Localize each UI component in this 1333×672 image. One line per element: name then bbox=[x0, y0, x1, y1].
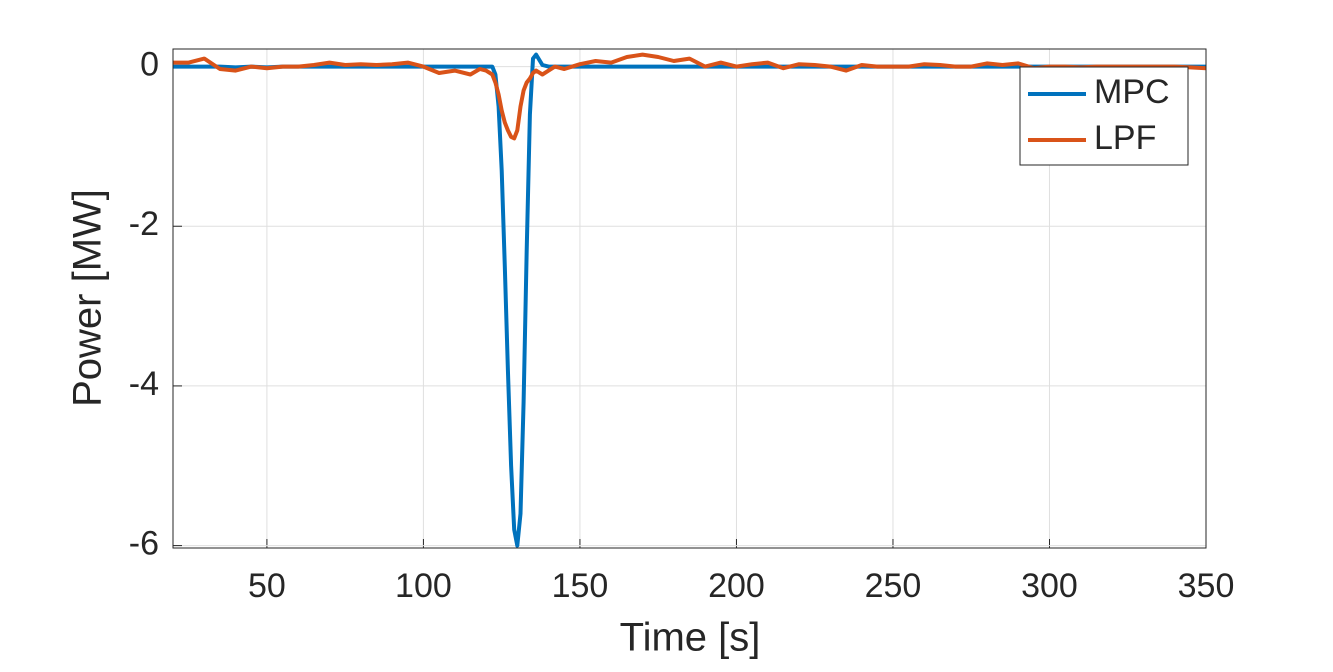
x-tick-label: 350 bbox=[1178, 567, 1235, 605]
legend-label: MPC bbox=[1094, 73, 1170, 111]
y-tick-label: 0 bbox=[140, 46, 159, 84]
y-axis-label: Power [MW] bbox=[66, 189, 110, 407]
x-tick-label: 50 bbox=[248, 567, 286, 605]
y-tick-label: -4 bbox=[129, 365, 159, 403]
y-tick-label: -2 bbox=[129, 205, 159, 243]
x-tick-label: 200 bbox=[708, 567, 765, 605]
legend-label: LPF bbox=[1094, 119, 1156, 157]
legend-box bbox=[1019, 66, 1189, 166]
series-line bbox=[173, 52, 1206, 141]
x-tick-label: 150 bbox=[552, 567, 609, 605]
x-tick-label: 300 bbox=[1021, 567, 1078, 605]
x-tick-label: 100 bbox=[395, 567, 452, 605]
x-axis-label: Time [s] bbox=[620, 616, 761, 660]
x-tick-label: 250 bbox=[865, 567, 922, 605]
axes-box bbox=[172, 48, 1207, 549]
y-tick-label: -6 bbox=[129, 525, 159, 563]
